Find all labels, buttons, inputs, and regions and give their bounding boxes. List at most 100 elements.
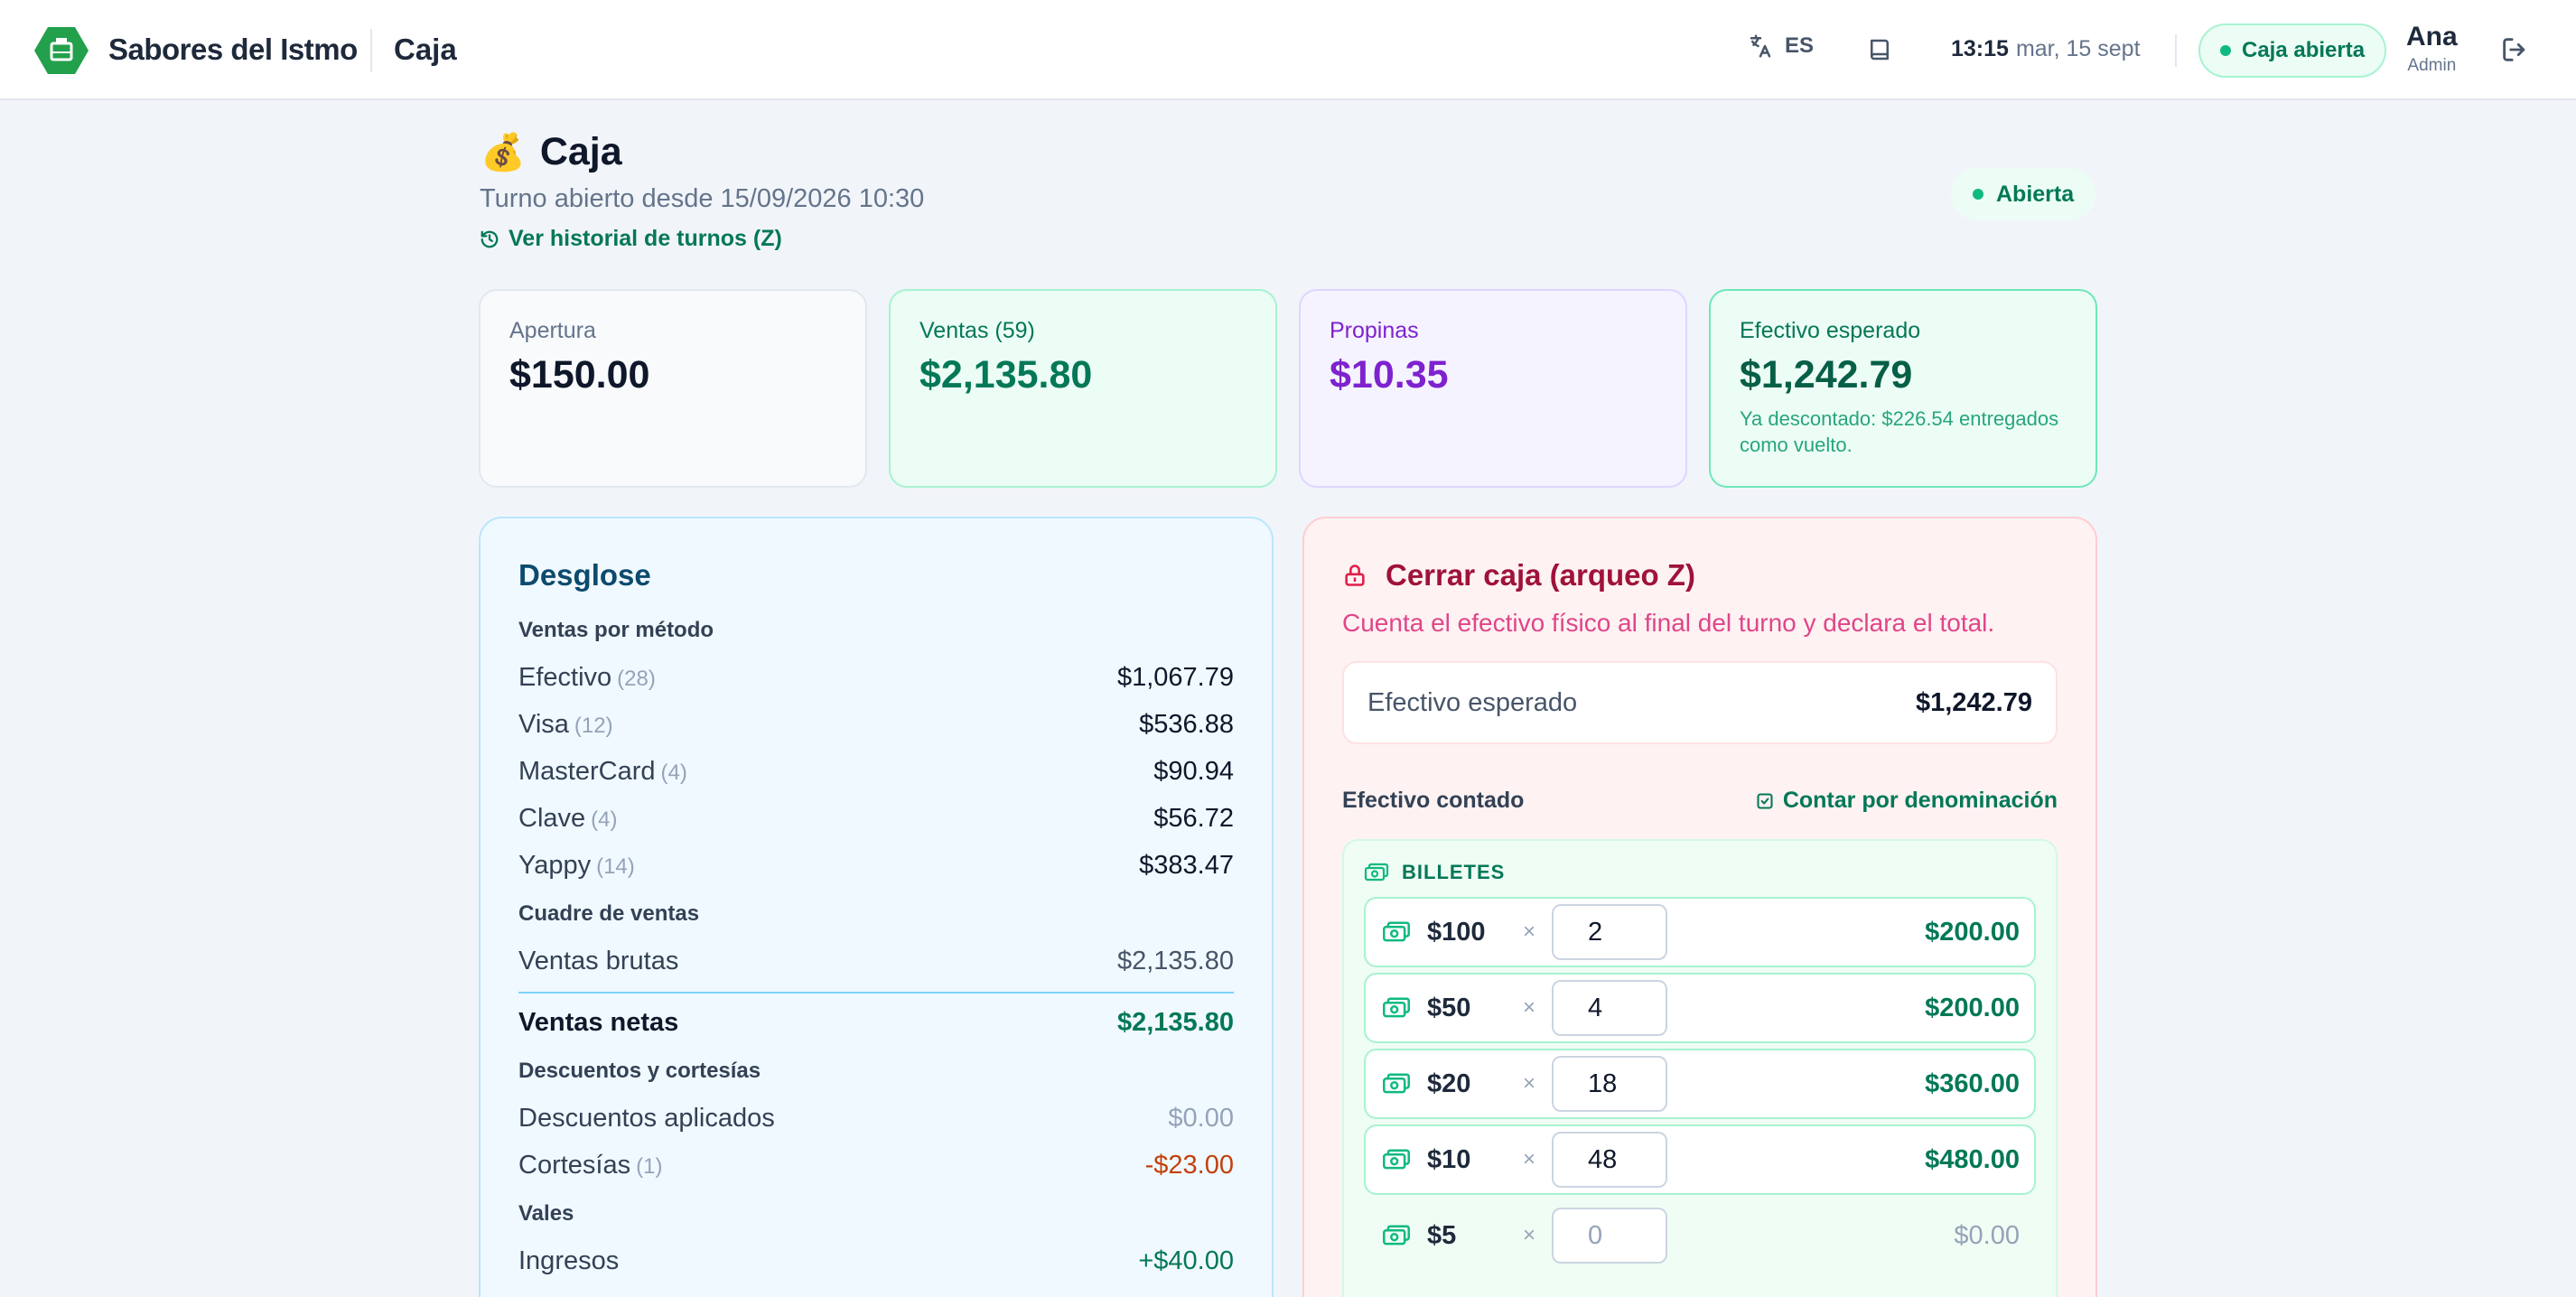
history-link-label: Ver historial de turnos (Z) — [509, 226, 782, 251]
ventas-netas-row: Ventas netas $2,135.80 — [518, 999, 1234, 1046]
banknote-icon — [1364, 863, 1389, 882]
user-role: Admin — [2407, 56, 2457, 75]
clock-time: 13:15 — [1951, 36, 2009, 61]
cerrar-caja-title-text: Cerrar caja (arqueo Z) — [1386, 558, 1695, 592]
cuadre-group-label: Cuadre de ventas — [518, 901, 700, 926]
desglose-title: Desglose — [518, 558, 651, 592]
cerrar-caja-panel: Cerrar caja (arqueo Z) Cuenta el efectiv… — [1302, 517, 2097, 1297]
language-label: ES — [1785, 33, 1815, 58]
vales-group-label: Vales — [518, 1201, 574, 1226]
method-count: (12) — [574, 713, 613, 738]
header-divider — [2175, 34, 2177, 67]
descuentos-value: $0.00 — [1168, 1103, 1234, 1133]
denominacion-toggle[interactable]: Contar por denominación — [1756, 788, 2058, 814]
billetes-section: BILLETES $100 × $200.00 $50 × $200.00 $2… — [1342, 839, 2058, 1297]
language-button[interactable]: ES — [1747, 33, 1814, 60]
banknote-icon — [1383, 1225, 1410, 1246]
denomination-value: $20 — [1427, 1068, 1471, 1098]
payment-method-row: Visa (12) $536.88 — [518, 701, 1234, 748]
page-title: 💰 Caja — [481, 130, 622, 174]
checkbox-checked-icon — [1757, 792, 1773, 809]
card-value: $1,242.79 — [1740, 353, 1913, 397]
caja-status-badge[interactable]: Caja abierta — [2198, 23, 2387, 78]
efectivo-esperado-box: Efectivo esperado $1,242.79 — [1342, 661, 2058, 744]
ventas-netas-label: Ventas netas — [518, 1007, 679, 1037]
denomination-qty-input[interactable] — [1552, 1056, 1668, 1112]
divider — [518, 992, 1234, 994]
denomination-qty-input[interactable] — [1552, 1208, 1668, 1264]
payment-method-row: MasterCard (4) $90.94 — [518, 748, 1234, 795]
method-name: MasterCard — [518, 756, 656, 786]
card-label: Efectivo esperado — [1740, 318, 1921, 343]
method-count: (4) — [591, 807, 618, 832]
ventas-netas-value: $2,135.80 — [1116, 1007, 1234, 1037]
status-dot-icon — [2220, 45, 2231, 56]
method-value: $1,067.79 — [1116, 662, 1234, 692]
payment-method-row: Efectivo (28) $1,067.79 — [518, 654, 1234, 701]
denomination-value: $5 — [1427, 1220, 1457, 1250]
esperado-value: $1,242.79 — [1915, 687, 2032, 717]
cerrar-caja-title: Cerrar caja (arqueo Z) — [1342, 558, 2058, 593]
apertura-card: Apertura $150.00 — [479, 289, 867, 488]
banknote-icon — [1383, 921, 1410, 942]
payment-method-row: Yappy (14) $383.47 — [518, 842, 1234, 889]
cortesias-row: Cortesías (1) -$23.00 — [518, 1142, 1234, 1189]
clock-date: mar, 15 sept — [2015, 36, 2141, 61]
efectivo-contado-header: Efectivo contado Contar por denominación — [1342, 788, 2058, 814]
times-sign: × — [1523, 995, 1536, 1020]
book-icon[interactable] — [1866, 34, 1893, 65]
denomination-qty-input[interactable] — [1552, 904, 1668, 960]
store-logo-icon[interactable] — [34, 25, 89, 76]
denomination-subtotal: $200.00 — [1925, 993, 2020, 1022]
denomination-subtotal: $200.00 — [1925, 917, 2020, 947]
method-name: Yappy — [518, 850, 592, 880]
payment-method-row: Clave (4) $56.72 — [518, 795, 1234, 842]
denomination-subtotal: $360.00 — [1925, 1068, 2020, 1098]
banknote-icon — [1383, 997, 1410, 1018]
denomination-subtotal: $480.00 — [1925, 1144, 2020, 1174]
efectivo-esperado-card: Efectivo esperado $1,242.79 Ya descontad… — [1709, 289, 2097, 488]
card-value: $10.35 — [1330, 353, 1449, 397]
descuentos-row: Descuentos aplicados $0.00 — [518, 1095, 1234, 1142]
ventas-brutas-value: $2,135.80 — [1116, 946, 1234, 975]
card-label: Ventas (59) — [919, 318, 1035, 343]
method-name: Clave — [518, 803, 586, 833]
shift-subtitle: Turno abierto desde 15/09/2026 10:30 — [480, 184, 925, 213]
method-count: (28) — [617, 666, 656, 691]
denomination-row: $100 × $200.00 — [1364, 897, 2036, 967]
page-title-text: Caja — [539, 130, 622, 173]
history-link[interactable]: Ver historial de turnos (Z) — [480, 226, 782, 252]
caja-status-label: Caja abierta — [2242, 38, 2366, 62]
ventas-brutas-row: Ventas brutas $2,135.80 — [518, 938, 1234, 984]
efectivo-contado-label: Efectivo contado — [1342, 788, 1525, 813]
propinas-card: Propinas $10.35 — [1299, 289, 1687, 488]
card-value: $2,135.80 — [919, 353, 1093, 397]
desglose-panel: Desglose Ventas por método Efectivo (28) … — [479, 517, 1274, 1297]
ingresos-value: +$40.00 — [1138, 1246, 1234, 1275]
times-sign: × — [1523, 1147, 1536, 1171]
denomination-row: $20 × $360.00 — [1364, 1049, 2036, 1119]
method-value: $383.47 — [1139, 850, 1234, 880]
top-bar: Sabores del Istmo Caja ES 13:15 mar, 15 s… — [0, 0, 2576, 100]
card-label: Propinas — [1330, 318, 1419, 343]
denomination-qty-input[interactable] — [1552, 1132, 1668, 1188]
method-value: $536.88 — [1139, 709, 1234, 739]
denomination-row: $10 × $480.00 — [1364, 1124, 2036, 1195]
descuentos-group-label: Descuentos y cortesías — [518, 1059, 761, 1083]
ventas-card: Ventas (59) $2,135.80 — [889, 289, 1277, 488]
times-sign: × — [1523, 1223, 1536, 1247]
denominacion-label: Contar por denominación — [1782, 788, 2058, 813]
card-note: Ya descontado: $226.54 entregados como v… — [1740, 407, 2059, 456]
cortesias-value: -$23.00 — [1144, 1150, 1234, 1180]
status-dot-icon — [1973, 189, 1983, 200]
user-name: Ana — [2406, 22, 2458, 51]
section-title: Caja — [394, 33, 457, 66]
denomination-qty-input[interactable] — [1552, 980, 1668, 1036]
clock: 13:15 mar, 15 sept — [1951, 36, 2141, 62]
ventas-brutas-label: Ventas brutas — [518, 946, 679, 975]
method-value: $90.94 — [1153, 756, 1234, 786]
history-icon — [481, 230, 499, 247]
logout-icon[interactable] — [2498, 34, 2531, 65]
user-menu[interactable]: Ana Admin — [2406, 22, 2458, 76]
translate-icon — [1750, 34, 1771, 58]
